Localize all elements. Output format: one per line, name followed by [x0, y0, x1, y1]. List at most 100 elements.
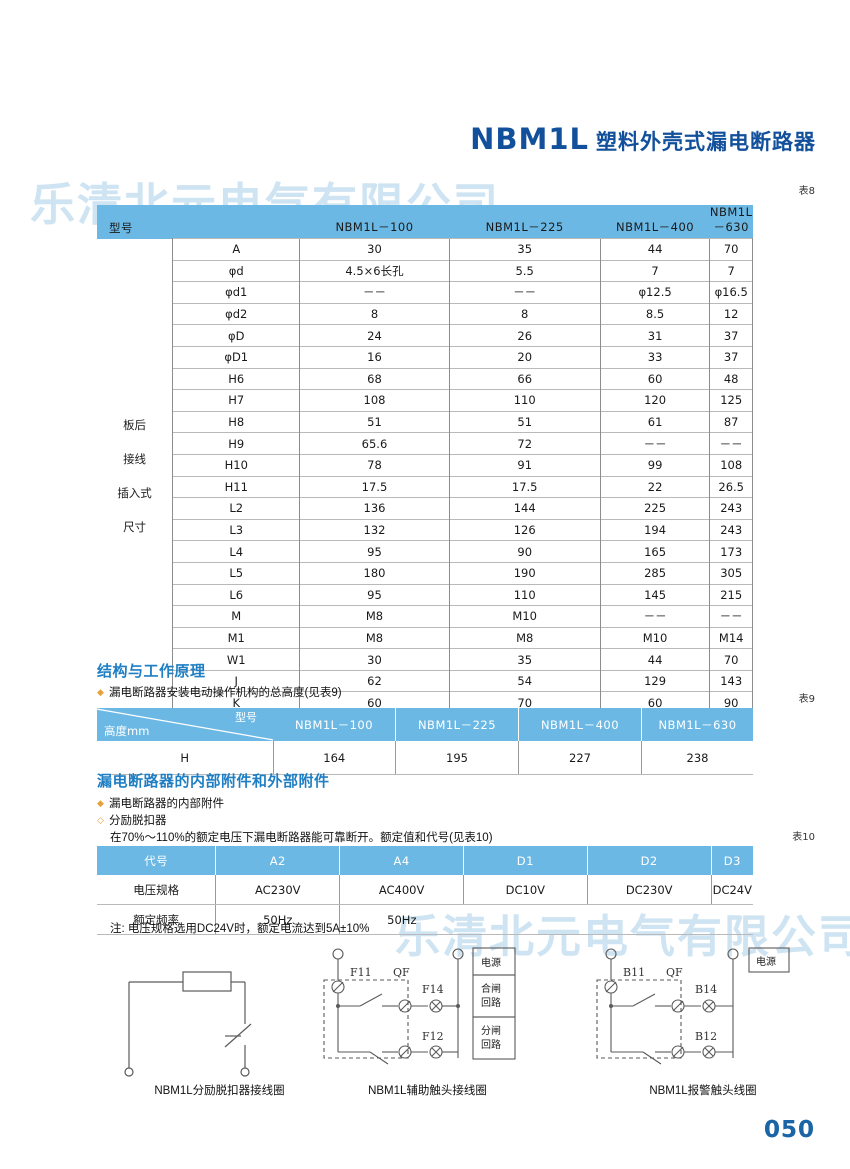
diagram3-label-qf: QF: [666, 966, 683, 979]
table8-value: －－: [599, 605, 710, 628]
table8-value: －－: [709, 605, 753, 628]
table9-diagonal-header: 高度mm 型号: [97, 708, 273, 741]
table8-value: 30: [299, 238, 450, 261]
table8-model-1: NBM1L－225: [449, 205, 601, 239]
table-row: 额定频率 50Hz 50Hz: [97, 904, 753, 935]
table8-value: M10: [599, 626, 710, 649]
table8-value: 120: [599, 389, 710, 412]
table8-value: 180: [299, 561, 450, 584]
diagram-shunt-release: [124, 971, 252, 1077]
table10-value: DC230V: [586, 875, 712, 905]
table8-value: －－: [709, 432, 753, 455]
table8-value: 70: [709, 238, 753, 261]
table-row: J 62 54 129 143: [97, 669, 753, 692]
table-row: M M8 M10 －－ －－: [97, 605, 753, 628]
table8-value: 44: [599, 238, 710, 261]
product-name: 塑料外壳式漏电断路器: [596, 131, 816, 154]
table8-value: 95: [299, 583, 450, 606]
table9-value-0: 164: [272, 741, 396, 775]
diagram-shunt-release-caption: NBM1L分励脱扣器接线圈: [154, 1085, 285, 1097]
table8-value: 132: [299, 518, 450, 541]
table8-param-name: L3: [172, 518, 300, 541]
table8-value: 91: [448, 453, 601, 477]
table9-caption: 表9: [798, 694, 815, 705]
table-row: φd 4.5×6长孔 5.5 7 7: [97, 259, 753, 282]
table-row: H8 51 51 61 87: [97, 410, 753, 433]
table8-value: 143: [709, 669, 753, 692]
table8-value: 95: [299, 540, 450, 563]
table8-value: 37: [709, 345, 753, 369]
table9-value-2: 227: [518, 741, 642, 775]
diamond-bullet-icon: ◆: [97, 798, 104, 808]
table8-param-name: L4: [172, 540, 300, 563]
table8-value: 4.5×6长孔: [299, 259, 450, 282]
table8-param-name: φD1: [172, 345, 300, 369]
table8-side-label: 板后 接线 插入式 尺寸: [97, 239, 173, 714]
table9-data-row: H 164 195 227 238: [97, 741, 753, 775]
accessories-bullet-2-text: 分励脱扣器: [109, 815, 167, 827]
diagram3-label-b11: B11: [623, 966, 645, 979]
table8-value: 5.5: [448, 259, 601, 282]
diagram2-box-close-2: 回路: [481, 996, 501, 1009]
table10-code-1: A4: [339, 846, 464, 875]
diagram2-box-open-1: 分闸: [481, 1024, 501, 1037]
table8-side-label-line: 板后: [123, 418, 147, 433]
table9-model-1: NBM1L－225: [395, 708, 519, 741]
accessories-bullet-2: ◇ 分励脱扣器: [97, 812, 167, 828]
table9-model-0: NBM1L－100: [273, 708, 396, 741]
table8-value: －－: [599, 432, 710, 455]
table8-value: －－: [448, 281, 601, 304]
table10-value: AC400V: [339, 875, 464, 905]
diagram2-label-f12: F12: [422, 1030, 444, 1043]
table8-value: 31: [599, 324, 710, 347]
diagram2-box-close-1: 合闸: [481, 982, 501, 995]
diagram3-label-b14: B14: [695, 983, 717, 996]
table10-value: DC24V: [710, 875, 753, 905]
table8-value: 54: [448, 669, 601, 692]
accessories-bullet-1: ◆ 漏电断路器的内部附件: [97, 795, 224, 811]
table8-value: 173: [709, 540, 753, 563]
table8-value: 78: [299, 453, 450, 477]
table8-value: 72: [448, 432, 601, 455]
page-title: NBM1L 塑料外壳式漏电断路器: [0, 122, 816, 156]
diagram-auxiliary-contact-caption: NBM1L辅助触头接线圈: [368, 1085, 487, 1097]
table10-value: 50Hz: [339, 904, 464, 935]
table8-caption: 表8: [798, 186, 815, 197]
table8-value: φ16.5: [709, 281, 753, 304]
table8-value: 16: [299, 345, 450, 369]
table8-side-label-line: 接线: [123, 452, 147, 467]
height-table: 高度mm 型号 NBM1L－100 NBM1L－225 NBM1L－400 NB…: [97, 708, 753, 775]
table8-value: －－: [299, 281, 450, 304]
table8-value: 125: [709, 389, 753, 412]
table-row: 电压规格 AC230V AC400V DC10V DC230V DC24V: [97, 875, 753, 905]
table8-value: 243: [709, 497, 753, 520]
table8-value: 99: [599, 453, 710, 477]
table9-model-2: NBM1L－400: [518, 708, 642, 741]
table8-param-name: H7: [172, 389, 300, 412]
table-row: H10 78 91 99 108: [97, 453, 753, 477]
table10-row-label: 电压规格: [97, 875, 216, 905]
table10-row-label: 额定频率: [97, 904, 216, 935]
diagram2-box-power: 电源: [481, 956, 501, 969]
diagram3-box-power: 电源: [756, 955, 776, 968]
table8-value: 35: [448, 648, 601, 671]
table10-caption: 表10: [792, 832, 815, 843]
table8-param-name: A: [172, 238, 300, 261]
diagram-alarm-contact: B11 QF B14 B12 电源: [596, 947, 790, 1065]
table-row: H7 108 110 120 125: [97, 389, 753, 412]
table8-value: 51: [299, 410, 450, 433]
table8-param-name: L6: [172, 583, 300, 606]
table-row: φd1 －－ －－ φ12.5 φ16.5: [97, 281, 753, 304]
table8-value: 33: [599, 345, 710, 369]
table8-value: 65.6: [299, 432, 450, 455]
table8-value: 7: [599, 259, 710, 282]
table8-value: 66: [448, 367, 601, 390]
table8-value: 243: [709, 518, 753, 541]
table8-value: M8: [299, 605, 450, 628]
table8-value: 285: [599, 561, 710, 584]
table8-value: 110: [448, 389, 601, 412]
table8-param-name: M: [172, 605, 300, 628]
table8-value: M14: [709, 626, 753, 649]
table8-value: M8: [448, 626, 601, 649]
